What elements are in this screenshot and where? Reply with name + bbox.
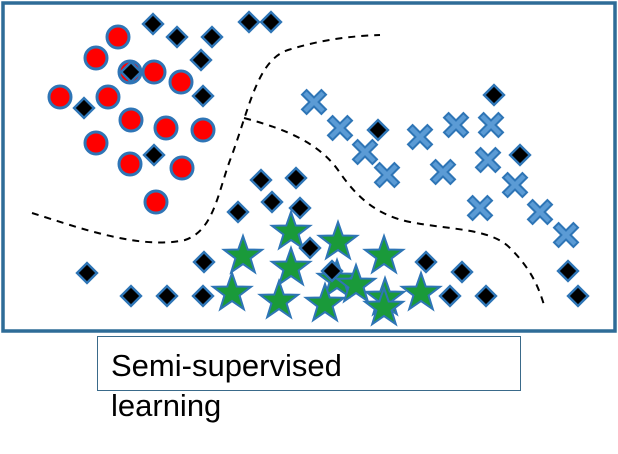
unlabeled-diamond — [191, 284, 215, 308]
class-a-circle — [83, 45, 109, 71]
unlabeled-diamond — [259, 10, 283, 34]
class-b-cross — [477, 111, 505, 139]
unlabeled-diamond — [119, 60, 143, 84]
class-c-star — [362, 284, 406, 327]
unlabeled-diamond — [192, 250, 216, 274]
class-b-cross — [326, 114, 354, 142]
class-b-cross — [552, 221, 580, 249]
class-a-circle — [47, 84, 73, 110]
unlabeled-diamond — [226, 200, 250, 224]
class-b-points — [300, 88, 580, 249]
unlabeled-diamond — [72, 96, 96, 120]
unlabeled-diamond — [556, 259, 580, 283]
class-c-star — [362, 232, 406, 275]
unlabeled-diamond — [249, 168, 273, 192]
unlabeled-diamond — [200, 25, 224, 49]
class-c-star — [399, 269, 443, 312]
class-b-cross — [501, 171, 529, 199]
class-c-star — [257, 277, 301, 320]
decision-boundaries — [31, 34, 545, 306]
class-c-star — [303, 280, 347, 323]
unlabeled-diamond — [75, 261, 99, 285]
class-c-points — [210, 208, 443, 327]
unlabeled-diamond — [414, 250, 438, 274]
class-b-cross — [526, 198, 554, 226]
class-b-cross — [442, 111, 470, 139]
class-b-cross — [474, 146, 502, 174]
class-c-star — [269, 244, 313, 287]
unlabeled-diamond — [165, 25, 189, 49]
unlabeled-diamond — [191, 84, 215, 108]
unlabeled-diamond — [438, 284, 462, 308]
unlabeled-points — [72, 10, 590, 308]
class-b-cross — [406, 123, 434, 151]
unlabeled-diamond — [566, 284, 590, 308]
class-a-circle — [169, 155, 195, 181]
unlabeled-diamond — [450, 260, 474, 284]
unlabeled-diamond — [189, 48, 213, 72]
class-b-cross — [373, 161, 401, 189]
caption-text: Semi-supervised learning — [111, 348, 342, 423]
unlabeled-diamond — [284, 166, 308, 190]
unlabeled-diamond — [155, 284, 179, 308]
class-a-circle — [117, 151, 143, 177]
unlabeled-diamond — [260, 190, 284, 214]
class-c-star — [316, 218, 360, 261]
class-b-cross — [300, 88, 328, 116]
boundary-blue-vs-green — [243, 117, 545, 306]
class-b-cross — [351, 138, 379, 166]
unlabeled-diamond — [119, 284, 143, 308]
class-c-star — [221, 232, 265, 275]
unlabeled-diamond — [288, 196, 312, 220]
unlabeled-diamond — [237, 10, 261, 34]
unlabeled-diamond — [141, 12, 165, 36]
class-c-star — [334, 261, 378, 304]
caption-box — [97, 336, 521, 391]
class-c-star — [269, 208, 313, 251]
unlabeled-diamond — [474, 284, 498, 308]
unlabeled-diamond — [142, 143, 166, 167]
class-a-circle — [95, 84, 121, 110]
unlabeled-diamond — [482, 83, 506, 107]
class-b-cross — [429, 158, 457, 186]
unlabeled-diamond — [366, 118, 390, 142]
class-b-cross — [466, 194, 494, 222]
class-a-circle — [190, 117, 216, 143]
class-c-star — [210, 269, 254, 312]
class-a-circle — [168, 69, 194, 95]
unlabeled-diamond — [320, 259, 344, 283]
class-a-circle — [105, 24, 131, 50]
class-a-circle — [143, 189, 169, 215]
unlabeled-diamond — [298, 236, 322, 260]
class-a-circle — [141, 59, 167, 85]
class-a-circle — [153, 115, 179, 141]
class-a-circle — [83, 130, 109, 156]
class-a-circle — [118, 107, 144, 133]
unlabeled-diamond — [508, 143, 532, 167]
